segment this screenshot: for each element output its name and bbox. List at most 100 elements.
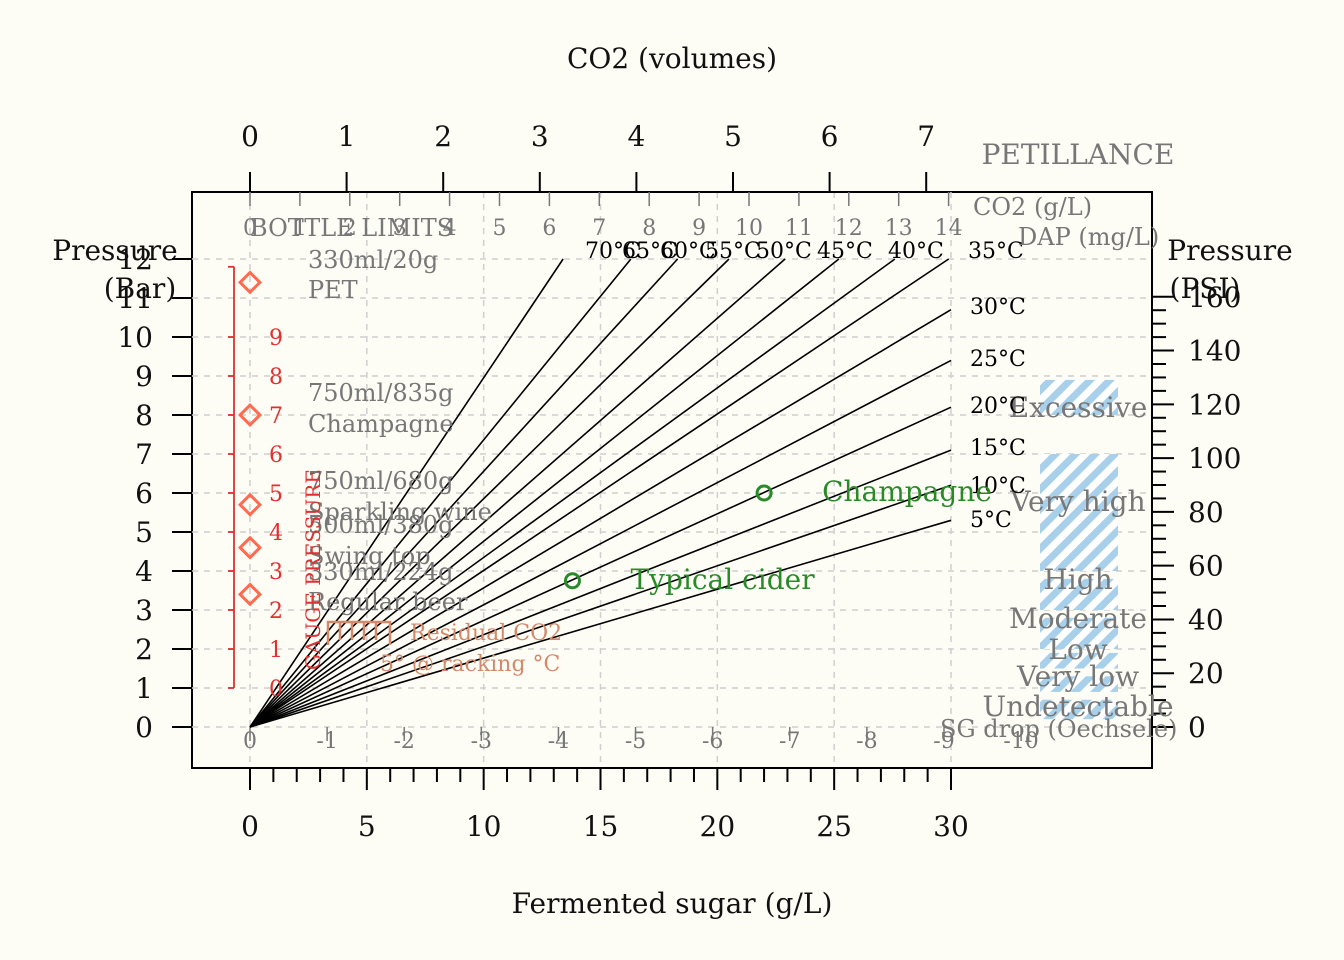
series-line [249,359,952,728]
bottle-marker [237,582,263,607]
co2-gl-tick-label: 14 [935,216,963,241]
y-bar-tick-label: 6 [135,477,153,510]
sg-tick-label: -9 [933,729,954,754]
series-line [249,258,840,728]
reference-point-label: Champagne [822,475,992,508]
y-bar-tick-label: 9 [135,360,153,393]
reference-point [755,484,773,502]
gauge-tick-label: 8 [269,365,283,390]
y-bar-tick-label: 10 [117,321,153,354]
series-line [249,258,730,728]
y-psi-tick-label: 40 [1188,603,1224,636]
sg-tick-label: 0 [243,729,257,754]
petillance-label: Very low [1016,660,1139,693]
series-label: 45°C [817,239,873,264]
sg-tick-label: -4 [548,729,569,754]
co2-gl-tick-label: 6 [542,216,556,241]
bottle-label-size: 750ml/835g [308,379,454,407]
petillance-label: Low [1048,633,1107,666]
petillance-label: Moderate [1009,602,1147,635]
series-label: 50°C [756,239,812,264]
petillance-band [1040,652,1118,669]
series-label: 35°C [968,239,1024,264]
y-psi-tick-label: 80 [1188,496,1224,529]
petillance-label: Excessive [1009,391,1148,424]
y-bar-tick-label: 3 [135,594,153,627]
x-tick-label: 0 [241,810,259,843]
bottle-marker [237,535,263,560]
gauge-tick-label: 6 [269,443,283,468]
gauge-pressure-label: GAUGE PRESSURE [301,469,325,670]
sg-tick-label: -2 [394,729,415,754]
y-psi-tick-label: 0 [1188,711,1206,744]
bottle-label-type: Sparkling wine [308,498,492,526]
co2-vol-tick-label: 5 [724,120,742,153]
series-line [249,258,564,728]
reference-point-label: Typical cider [630,563,815,596]
y-bar-tick-label: 2 [135,633,153,666]
series-label: 65°C [622,239,678,264]
residual-label-1: Residual CO2 [410,621,562,646]
sg-tick-label: -8 [856,729,877,754]
bottle-marker [237,270,263,295]
sg-label: SG drop (Oechsele) [940,715,1177,743]
gauge-pressure-scale: 0 1 2 3 4 5 6 7 8 9 [228,265,283,702]
residual-bracket [326,620,392,645]
right-axis-title-2: (PSI) [1170,272,1241,305]
y-bar-tick-label: 5 [135,516,153,549]
x-tick-label: 20 [700,810,736,843]
sg-tick-label: -3 [471,729,492,754]
co2-gl-tick-label: 8 [642,216,656,241]
axes: 0 5 10 15 20 25 300 -1 -2 -3 -4 -5 -6 -7 -8 -9 -100 1 2 3 4 5… [117,120,1241,843]
co2-gl-tick-label: 1 [293,216,307,241]
series-line [249,519,952,728]
x-axis-title: Fermented sugar (g/L) [512,887,833,920]
petillance-band [1040,676,1118,692]
sg-tick-label: -7 [779,729,800,754]
co2-vol-tick-label: 3 [531,120,549,153]
co2-gl-label: CO2 (g/L) [973,193,1092,221]
co2-gl-tick-label: 12 [835,216,863,241]
sg-tick-label: -6 [702,729,723,754]
x-tick-label: 5 [358,810,376,843]
y-psi-tick-label: 60 [1188,550,1224,583]
bottle-marker [237,492,263,517]
petillance-band [1040,379,1118,415]
series-line [249,258,679,728]
co2-gl-tick-label: 3 [393,216,407,241]
co2-gl-tick-label: 10 [735,216,763,241]
y-bar-tick-label: 11 [117,282,153,315]
y-psi-tick-label: 120 [1188,388,1241,421]
x-tick-label: 25 [816,810,852,843]
bottle-label-type: PET [308,276,358,304]
series-line [249,258,786,728]
bottle-marker [237,402,263,428]
co2-gl-tick-label: 11 [785,216,813,241]
series-line [249,406,952,728]
y-bar-tick-label: 4 [135,555,153,588]
bottle-label-size: 330ml/224g [308,558,454,586]
series-label: 25°C [970,347,1026,372]
series-line [249,449,952,728]
y-psi-tick-label: 140 [1188,335,1241,368]
bottle-limits-title: BOTTLE LIMITS [250,214,453,242]
y-bar-tick-label: 8 [135,399,153,432]
co2-gl-tick-label: 4 [443,216,457,241]
x-tick-label: 15 [583,810,619,843]
petillance-band [1040,617,1118,649]
gauge-tick-label: 4 [269,521,283,546]
co2-gl-tick-label: 7 [592,216,606,241]
co2-vol-tick-label: 0 [241,120,259,153]
series-line [249,258,632,728]
x-tick-label: 30 [933,810,969,843]
petillance-label: High [1043,563,1112,596]
y-bar-tick-label: 12 [117,243,153,276]
co2-gl-tick-label: 13 [885,216,913,241]
series-label: 10°C [970,474,1026,499]
y-bar-tick-label: 0 [135,711,153,744]
y-bar-tick-label: 7 [135,438,153,471]
series-line [249,484,952,728]
series-line [249,258,896,728]
